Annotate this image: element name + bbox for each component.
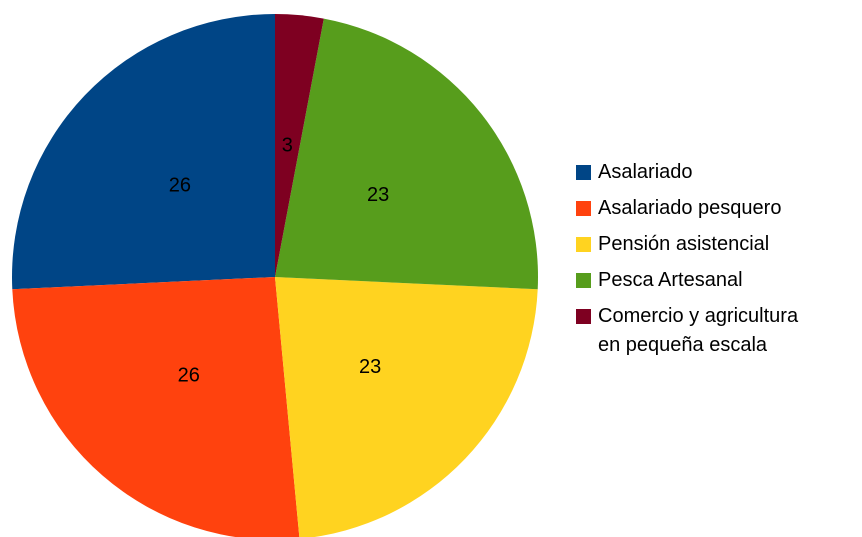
legend-swatch <box>576 309 591 324</box>
pie-slice <box>275 277 538 537</box>
legend-item: Comercio y agricultura en pequeña escala <box>576 302 816 360</box>
data-label: 23 <box>367 184 389 206</box>
legend-item: Pensión asistencial <box>576 230 816 259</box>
pie-slice <box>11 14 275 290</box>
legend-swatch <box>576 201 591 216</box>
pie-slice <box>12 277 300 537</box>
legend-label: Asalariado <box>598 161 693 183</box>
data-label: 23 <box>359 356 381 378</box>
legend-label: Comercio y agricultura en pequeña escala <box>598 305 799 356</box>
legend-item: Asalariado <box>576 158 816 187</box>
pie-slice <box>275 18 538 290</box>
legend: Asalariado Asalariado pesquero Pensión asi… <box>576 158 816 367</box>
legend-label: Pensión asistencial <box>598 233 770 255</box>
legend-item: Pesca Artesanal <box>576 266 816 295</box>
legend-swatch <box>576 237 591 252</box>
data-label: 3 <box>282 134 293 156</box>
pie-slice <box>275 14 324 277</box>
legend-label: Pesca Artesanal <box>598 269 743 291</box>
legend-swatch <box>576 165 591 180</box>
data-label: 26 <box>178 365 200 387</box>
legend-swatch <box>576 273 591 288</box>
data-label: 26 <box>169 174 191 196</box>
legend-item: Asalariado pesquero <box>576 194 816 223</box>
legend-label: Asalariado pesquero <box>598 197 782 219</box>
